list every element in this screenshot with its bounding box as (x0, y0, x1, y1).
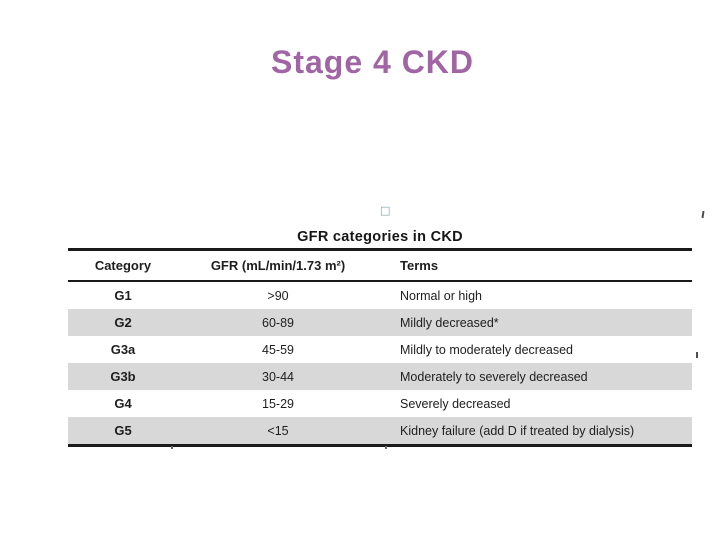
cell-gfr: 30-44 (262, 369, 294, 384)
table-row: G5 <15 Kidney failure (add D if treated … (68, 417, 692, 444)
cell-terms: Normal or high (400, 288, 482, 303)
cell-terms: Kidney failure (add D if treated by dial… (400, 423, 635, 438)
column-header-terms: Terms (400, 258, 439, 273)
cell-terms: Severely decreased (400, 396, 511, 411)
edge-artifact-mark (696, 352, 698, 358)
cell-category: G1 (114, 288, 132, 303)
empty-bullet-icon: □ (380, 204, 391, 217)
column-header-gfr: GFR (mL/min/1.73 m²) (210, 258, 346, 273)
column-header-category: Category (94, 258, 152, 273)
gfr-categories-table: GFR categories in CKD Category GFR (mL/m… (68, 229, 692, 447)
table-row: G3a 45-59 Mildly to moderately decreased (68, 336, 692, 363)
cell-gfr: >90 (267, 288, 289, 303)
edge-artifact-mark (701, 210, 705, 219)
table-grid: Category GFR (mL/min/1.73 m²) Terms G1 >… (68, 248, 692, 447)
table-caption: GFR categories in CKD (297, 229, 463, 245)
table-edge-tick (385, 446, 387, 449)
cell-gfr: 45-59 (262, 342, 294, 357)
cell-terms: Mildly decreased* (400, 315, 499, 330)
table-edge-tick (171, 446, 173, 449)
cell-gfr: <15 (267, 423, 289, 438)
page-title: Stage 4 CKD (270, 44, 475, 80)
table-row: G2 60-89 Mildly decreased* (68, 309, 692, 336)
cell-gfr: 15-29 (262, 396, 294, 411)
table-row: G4 15-29 Severely decreased (68, 390, 692, 417)
cell-gfr: 60-89 (262, 315, 294, 330)
cell-category: G3b (110, 369, 136, 384)
table-header-row: Category GFR (mL/min/1.73 m²) Terms (68, 251, 692, 282)
cell-terms: Mildly to moderately decreased (400, 342, 573, 357)
table-row: G3b 30-44 Moderately to severely decreas… (68, 363, 692, 390)
cell-category: G3a (110, 342, 136, 357)
cell-category: G5 (114, 423, 132, 438)
cell-category: G4 (114, 396, 132, 411)
table-row: G1 >90 Normal or high (68, 282, 692, 309)
cell-category: G2 (114, 315, 132, 330)
cell-terms: Moderately to severely decreased (400, 369, 588, 384)
